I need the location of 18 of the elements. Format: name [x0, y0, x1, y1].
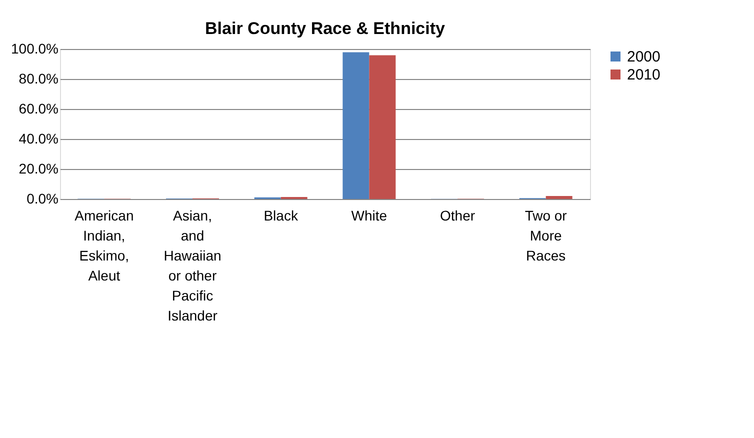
legend-label: 2000: [627, 48, 660, 66]
x-tick-label: Black: [264, 208, 299, 224]
bar: [369, 55, 396, 199]
y-tick-label: 100.0%: [11, 40, 58, 56]
y-tick-label: 0.0%: [26, 190, 58, 206]
y-tick-label: 60.0%: [18, 100, 58, 116]
y-tick-label: 40.0%: [18, 130, 58, 146]
x-tick-label: American Indian, Eskimo, Aleut: [74, 208, 134, 284]
x-tick-label: Two or More Races: [524, 208, 568, 264]
y-tick-label: 80.0%: [18, 70, 58, 86]
bar: [546, 196, 572, 199]
x-tick-label: White: [351, 208, 388, 224]
chart-title: Blair County Race & Ethnicity: [205, 19, 446, 38]
y-tick-label: 20.0%: [18, 160, 58, 176]
legend-label: 2010: [627, 66, 660, 84]
x-tick-label: Other: [440, 208, 476, 224]
x-tick-label: Asian, and Hawaiian or other Pacific Islander: [164, 208, 222, 324]
bar: [342, 52, 370, 199]
